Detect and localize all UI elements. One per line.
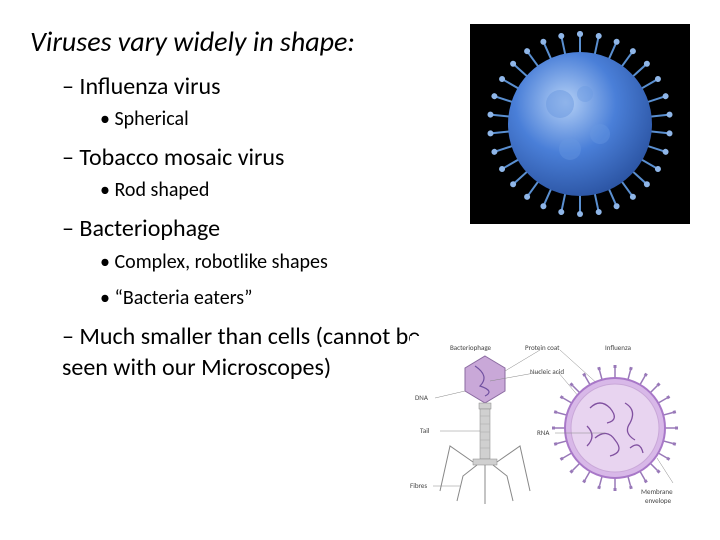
sub-eaters: “Bacteria eaters” — [100, 285, 690, 311]
label-tail: Tail — [420, 426, 430, 435]
sub-complex: Complex, robotlike shapes — [100, 249, 690, 275]
label-nucleic-acid: Nucleic acid — [530, 367, 564, 376]
label-envelope: envelope — [645, 496, 672, 505]
label-influenza: Influenza — [605, 343, 631, 352]
label-rna: RNA — [537, 428, 550, 437]
label-dna: DNA — [415, 393, 429, 402]
label-fibres: Fibres — [410, 481, 427, 490]
label-membrane: Membrane — [641, 487, 673, 496]
item-smaller: Much smaller than cells (cannot be seen … — [62, 321, 422, 383]
label-protein-coat: Protein coat — [525, 343, 560, 352]
comparison-diagram: Bacteriophage — [410, 336, 690, 516]
label-bacteriophage: Bacteriophage — [450, 343, 492, 352]
influenza-image — [470, 24, 690, 224]
